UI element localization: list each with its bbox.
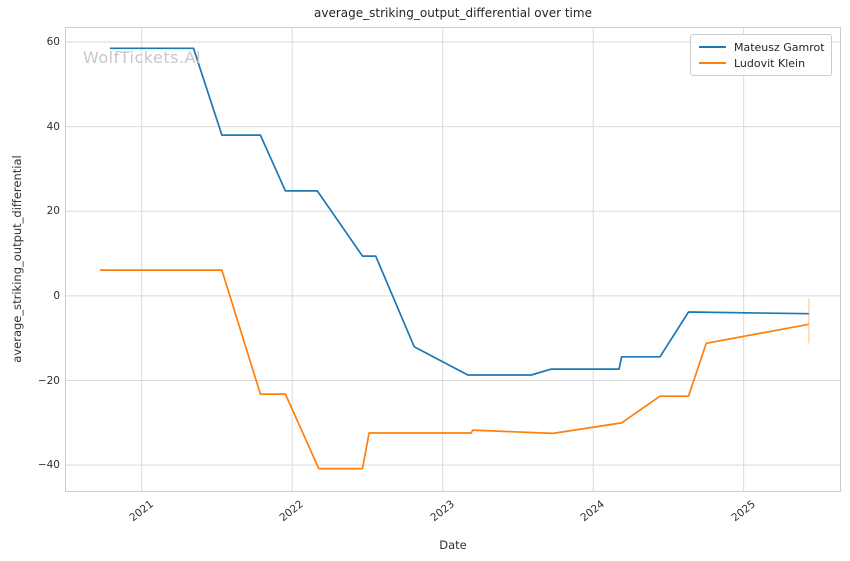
x-tick-label: 2023 (428, 498, 457, 525)
legend-item-label: Mateusz Gamrot (734, 40, 825, 54)
chart-canvas (66, 28, 840, 491)
legend-item: Ludovit Klein (699, 55, 825, 71)
chart-title: average_striking_output_differential ove… (314, 6, 592, 20)
x-axis-label: Date (439, 538, 467, 552)
legend-line-swatch (699, 62, 726, 64)
gridlines (66, 28, 840, 491)
legend-line-swatch (699, 46, 726, 48)
series-line-ludovit-klein (99, 269, 809, 470)
y-tick-label: 20 (46, 205, 60, 218)
legend-item-label: Ludovit Klein (734, 56, 806, 70)
legend: Mateusz Gamrot Ludovit Klein (690, 34, 832, 76)
y-tick-label: 60 (46, 35, 60, 48)
x-tick-label: 2021 (127, 498, 156, 525)
x-tick-label: 2024 (578, 498, 608, 525)
plot-area: WolfTickets.AI Mateusz Gamrot Ludovit Kle… (65, 27, 841, 492)
y-tick-label: 0 (53, 289, 60, 302)
legend-item: Mateusz Gamrot (699, 39, 825, 55)
y-tick-label: −20 (37, 374, 60, 387)
y-tick-label: 40 (46, 120, 60, 133)
x-tick-label: 2025 (729, 498, 758, 525)
x-tick-label: 2022 (277, 498, 307, 525)
y-tick-label: −40 (37, 459, 60, 472)
y-axis-label: average_striking_output_differential (10, 155, 24, 363)
series-line-mateusz-gamrot (109, 47, 809, 376)
watermark: WolfTickets.AI (83, 48, 202, 67)
